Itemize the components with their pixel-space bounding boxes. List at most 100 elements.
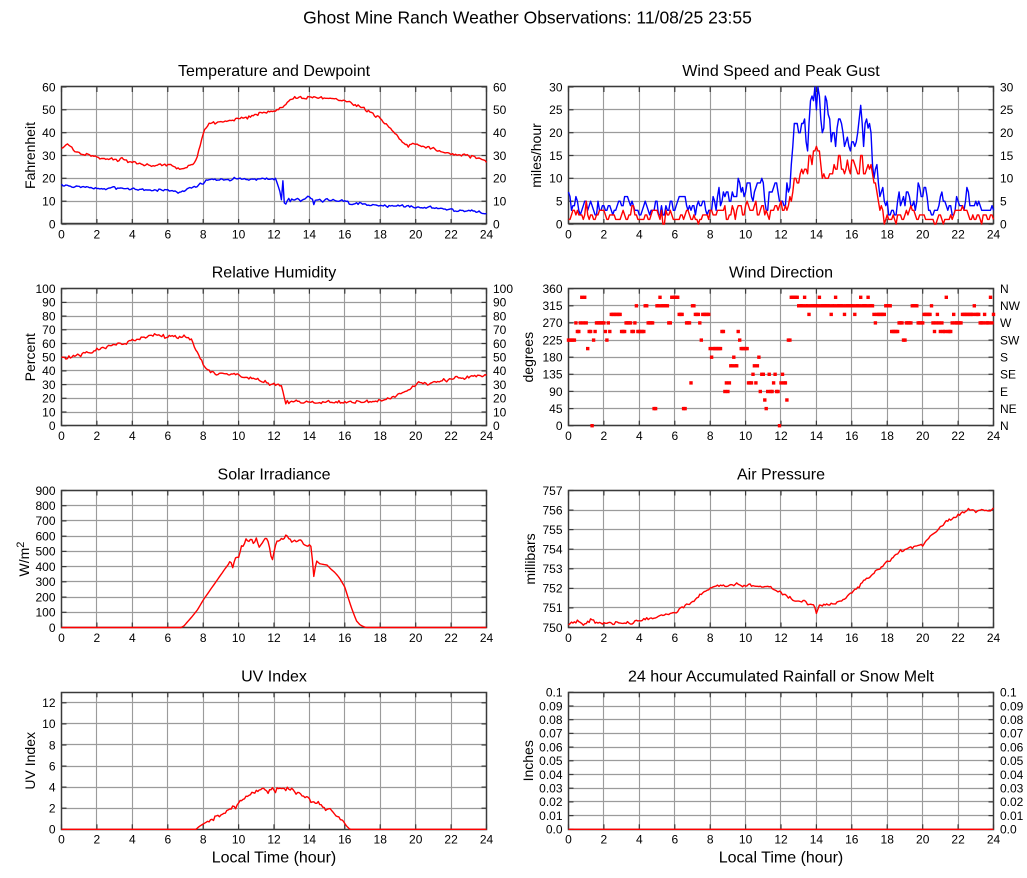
svg-text:50: 50 xyxy=(493,103,507,117)
svg-text:Wind Direction: Wind Direction xyxy=(729,265,833,282)
svg-text:W: W xyxy=(1000,316,1012,330)
svg-text:4: 4 xyxy=(636,429,643,443)
svg-text:60: 60 xyxy=(493,80,507,94)
svg-text:0: 0 xyxy=(58,227,65,241)
svg-text:756: 756 xyxy=(542,503,562,517)
svg-text:90: 90 xyxy=(549,385,563,399)
svg-text:0: 0 xyxy=(49,621,56,635)
svg-text:80: 80 xyxy=(42,309,56,323)
svg-text:90: 90 xyxy=(42,296,56,310)
svg-text:10: 10 xyxy=(42,717,56,731)
svg-text:40: 40 xyxy=(493,364,507,378)
svg-text:14: 14 xyxy=(303,631,317,645)
svg-text:225: 225 xyxy=(542,333,562,347)
svg-text:8: 8 xyxy=(49,738,56,752)
svg-text:0.03: 0.03 xyxy=(1000,782,1024,796)
svg-text:0.1: 0.1 xyxy=(1000,686,1017,700)
svg-text:30: 30 xyxy=(42,378,56,392)
svg-text:0: 0 xyxy=(565,429,572,443)
svg-text:0.09: 0.09 xyxy=(539,699,563,713)
svg-text:N: N xyxy=(1000,419,1009,433)
svg-text:10: 10 xyxy=(739,833,753,847)
svg-text:5: 5 xyxy=(1000,195,1007,209)
svg-text:8: 8 xyxy=(707,227,714,241)
svg-text:20: 20 xyxy=(916,631,930,645)
svg-text:12: 12 xyxy=(774,429,788,443)
svg-text:22: 22 xyxy=(444,227,458,241)
svg-text:Temperature and Dewpoint: Temperature and Dewpoint xyxy=(178,63,371,80)
svg-text:2: 2 xyxy=(601,833,608,847)
svg-text:Solar Irradiance: Solar Irradiance xyxy=(218,467,331,484)
svg-text:2: 2 xyxy=(94,833,101,847)
svg-text:2: 2 xyxy=(49,802,56,816)
svg-text:20: 20 xyxy=(493,392,507,406)
svg-text:4: 4 xyxy=(49,780,56,794)
svg-text:12: 12 xyxy=(267,833,281,847)
svg-text:16: 16 xyxy=(338,631,352,645)
svg-text:22: 22 xyxy=(951,227,965,241)
svg-text:0.0: 0.0 xyxy=(546,823,563,837)
svg-text:0: 0 xyxy=(58,833,65,847)
svg-text:8: 8 xyxy=(707,833,714,847)
svg-text:20: 20 xyxy=(916,429,930,443)
svg-text:600: 600 xyxy=(35,530,55,544)
svg-text:16: 16 xyxy=(845,631,859,645)
svg-text:Local Time (hour): Local Time (hour) xyxy=(212,849,337,866)
svg-text:20: 20 xyxy=(493,172,507,186)
svg-text:0.02: 0.02 xyxy=(1000,795,1024,809)
svg-text:60: 60 xyxy=(493,337,507,351)
svg-text:10: 10 xyxy=(493,405,507,419)
svg-text:24: 24 xyxy=(987,227,1001,241)
svg-text:15: 15 xyxy=(1000,149,1014,163)
svg-text:0.1: 0.1 xyxy=(546,686,563,700)
svg-text:754: 754 xyxy=(542,543,562,557)
svg-text:0.07: 0.07 xyxy=(539,727,563,741)
svg-text:12: 12 xyxy=(42,696,56,710)
svg-text:miles/hour: miles/hour xyxy=(528,123,544,188)
svg-text:16: 16 xyxy=(845,227,859,241)
svg-text:6: 6 xyxy=(164,833,171,847)
svg-text:18: 18 xyxy=(374,227,388,241)
svg-text:50: 50 xyxy=(42,103,56,117)
svg-text:0: 0 xyxy=(565,227,572,241)
svg-text:6: 6 xyxy=(164,631,171,645)
svg-text:0.06: 0.06 xyxy=(539,740,563,754)
svg-text:0.07: 0.07 xyxy=(1000,727,1024,741)
svg-text:20: 20 xyxy=(916,227,930,241)
svg-text:135: 135 xyxy=(542,368,562,382)
svg-text:30: 30 xyxy=(493,149,507,163)
svg-text:18: 18 xyxy=(374,833,388,847)
svg-text:0: 0 xyxy=(556,217,563,231)
svg-text:20: 20 xyxy=(409,429,423,443)
svg-text:14: 14 xyxy=(303,833,317,847)
svg-text:500: 500 xyxy=(35,545,55,559)
svg-text:24: 24 xyxy=(987,429,1001,443)
svg-text:18: 18 xyxy=(374,429,388,443)
svg-text:N: N xyxy=(1000,282,1009,296)
svg-text:NW: NW xyxy=(1000,299,1021,313)
svg-text:0: 0 xyxy=(556,419,563,433)
svg-text:0.06: 0.06 xyxy=(1000,740,1024,754)
svg-text:12: 12 xyxy=(267,631,281,645)
svg-text:Fahrenheit: Fahrenheit xyxy=(22,122,38,189)
svg-text:0.0: 0.0 xyxy=(1000,823,1017,837)
svg-text:0.05: 0.05 xyxy=(539,754,563,768)
svg-text:0.02: 0.02 xyxy=(539,795,563,809)
svg-text:4: 4 xyxy=(636,833,643,847)
svg-text:30: 30 xyxy=(42,149,56,163)
svg-text:10: 10 xyxy=(42,195,56,209)
svg-text:4: 4 xyxy=(129,631,136,645)
svg-text:0.04: 0.04 xyxy=(1000,768,1024,782)
svg-text:18: 18 xyxy=(374,631,388,645)
svg-text:4: 4 xyxy=(129,429,136,443)
svg-text:Wind Speed and Peak Gust: Wind Speed and Peak Gust xyxy=(682,63,880,80)
svg-text:15: 15 xyxy=(549,149,563,163)
svg-text:18: 18 xyxy=(881,631,895,645)
svg-text:0: 0 xyxy=(49,823,56,837)
svg-text:90: 90 xyxy=(493,296,507,310)
svg-text:12: 12 xyxy=(774,227,788,241)
svg-text:5: 5 xyxy=(556,195,563,209)
svg-text:10: 10 xyxy=(1000,172,1014,186)
svg-text:S: S xyxy=(1000,351,1008,365)
svg-text:UV Index: UV Index xyxy=(241,668,307,685)
